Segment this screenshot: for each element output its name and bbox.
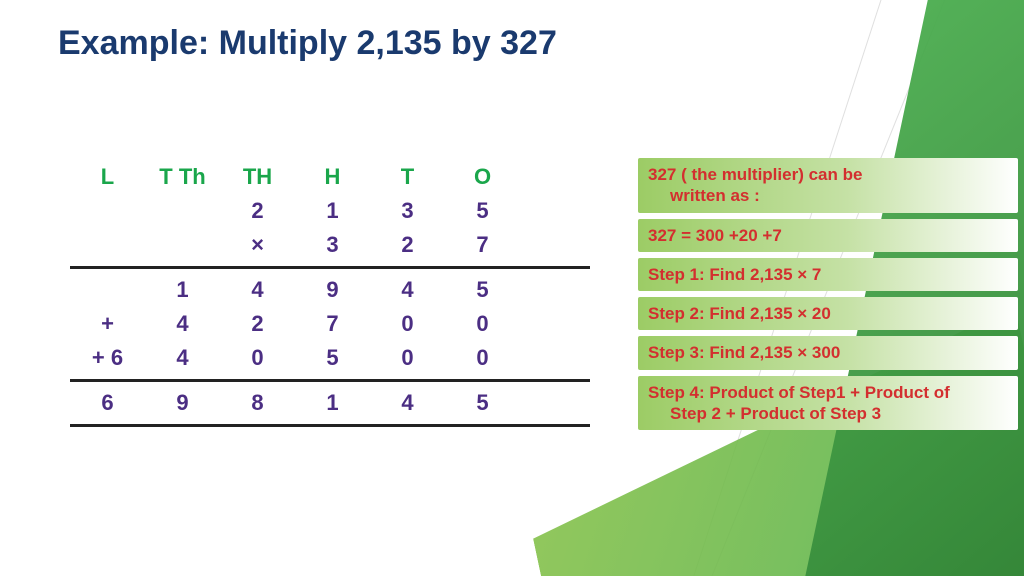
cell: 6 <box>70 390 145 416</box>
step-text: Step 2: Find 2,135 × 20 <box>648 304 831 323</box>
cell: 5 <box>445 198 520 224</box>
table-header-row: L T Th TH H T O <box>70 160 590 194</box>
cell: 4 <box>220 277 295 303</box>
cell: 4 <box>145 311 220 337</box>
step-text: Step 1: Find 2,135 × 7 <box>648 265 821 284</box>
step-text: Step 2 + Product of Step 3 <box>648 403 1008 424</box>
cell: 5 <box>295 345 370 371</box>
rule-line <box>70 379 590 382</box>
col-header: T <box>370 164 445 190</box>
step-intro: 327 ( the multiplier) can be written as … <box>638 158 1018 213</box>
cell: × <box>220 232 295 258</box>
col-header: O <box>445 164 520 190</box>
cell: 1 <box>295 390 370 416</box>
cell: 0 <box>445 311 520 337</box>
cell: + 6 <box>70 345 145 371</box>
step-expansion: 327 = 300 +20 +7 <box>638 219 1018 252</box>
step-1: Step 1: Find 2,135 × 7 <box>638 258 1018 291</box>
result-row: 6 9 8 1 4 5 <box>70 386 590 420</box>
partial-row-1: 1 4 9 4 5 <box>70 273 590 307</box>
step-4: Step 4: Product of Step1 + Product of St… <box>638 376 1018 431</box>
cell: 4 <box>145 345 220 371</box>
cell: 3 <box>370 198 445 224</box>
rule-line <box>70 266 590 269</box>
cell: 7 <box>295 311 370 337</box>
cell: 1 <box>145 277 220 303</box>
cell: 5 <box>445 277 520 303</box>
multiplication-table: L T Th TH H T O 2 1 3 5 × 3 2 7 1 4 <box>70 160 590 431</box>
cell: 4 <box>370 390 445 416</box>
cell: 4 <box>370 277 445 303</box>
rule-line <box>70 424 590 427</box>
step-text: 327 ( the multiplier) can be <box>648 165 862 184</box>
col-header: H <box>295 164 370 190</box>
col-header: L <box>70 164 145 190</box>
step-3: Step 3: Find 2,135 × 300 <box>638 336 1018 369</box>
cell: + <box>70 311 145 337</box>
cell: 5 <box>445 390 520 416</box>
step-text: Step 3: Find 2,135 × 300 <box>648 343 840 362</box>
partial-row-2: + 4 2 7 0 0 <box>70 307 590 341</box>
page-title: Example: Multiply 2,135 by 327 <box>58 24 557 63</box>
multiplicand-row: 2 1 3 5 <box>70 194 590 228</box>
cell: 0 <box>220 345 295 371</box>
col-header: T Th <box>145 164 220 190</box>
cell: 9 <box>145 390 220 416</box>
cell: 9 <box>295 277 370 303</box>
cell: 2 <box>220 311 295 337</box>
partial-row-3: + 6 4 0 5 0 0 <box>70 341 590 375</box>
cell: 2 <box>220 198 295 224</box>
col-header: TH <box>220 164 295 190</box>
cell: 7 <box>445 232 520 258</box>
slide: Example: Multiply 2,135 by 327 L T Th TH… <box>0 0 1024 576</box>
cell: 8 <box>220 390 295 416</box>
cell: 1 <box>295 198 370 224</box>
step-text: Step 4: Product of Step1 + Product of <box>648 383 950 402</box>
cell: 2 <box>370 232 445 258</box>
steps-panel: 327 ( the multiplier) can be written as … <box>638 158 1018 436</box>
cell: 0 <box>370 311 445 337</box>
multiplier-row: × 3 2 7 <box>70 228 590 262</box>
cell: 3 <box>295 232 370 258</box>
cell: 0 <box>445 345 520 371</box>
cell: 0 <box>370 345 445 371</box>
step-text: written as : <box>648 185 1008 206</box>
step-2: Step 2: Find 2,135 × 20 <box>638 297 1018 330</box>
step-text: 327 = 300 +20 +7 <box>648 226 782 245</box>
